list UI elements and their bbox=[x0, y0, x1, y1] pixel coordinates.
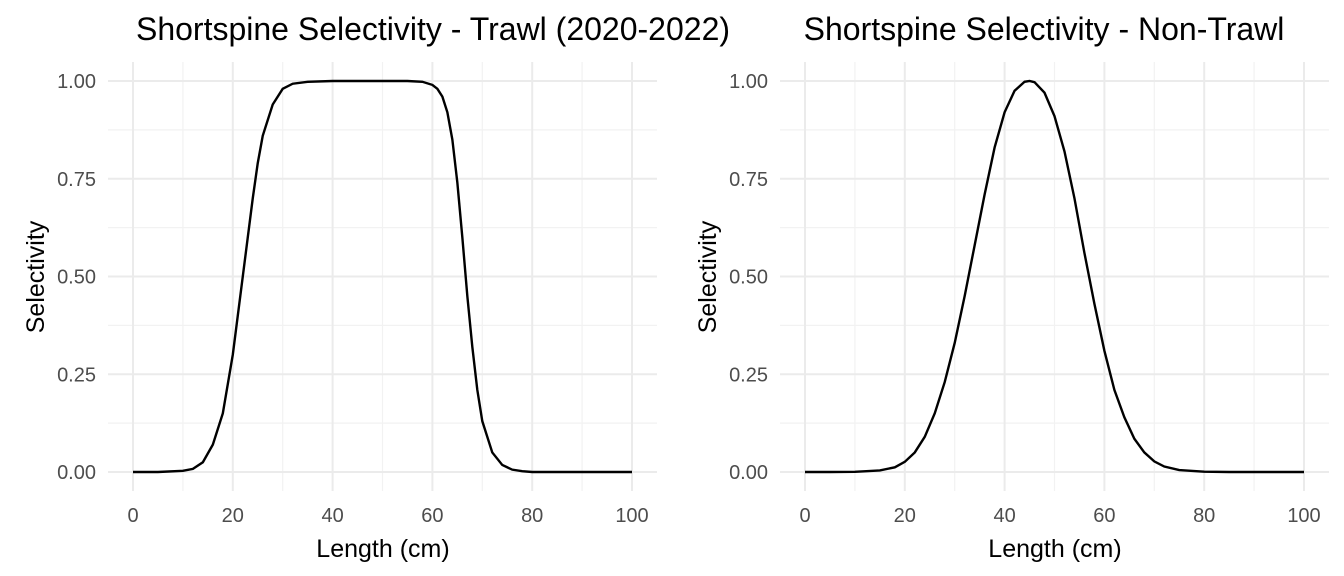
y-tick-label: 0.50 bbox=[57, 267, 96, 289]
x-tick-label: 80 bbox=[1193, 505, 1215, 527]
y-tick-label: 1.00 bbox=[57, 71, 96, 93]
y-axis-label: Selectivity bbox=[22, 220, 50, 333]
y-tick-label: 0.00 bbox=[729, 462, 768, 484]
x-tick-label: 0 bbox=[799, 505, 810, 527]
x-tick-label: 40 bbox=[993, 505, 1015, 527]
series-line-1 bbox=[133, 79, 632, 474]
chart-panel-1: 0 20 40 60 80 100 0.00 0.25 0.50 0.75 1.00 Shortspi… bbox=[22, 11, 730, 563]
x-tick-label: 20 bbox=[222, 505, 244, 527]
x-tick-label: 100 bbox=[615, 505, 648, 527]
y-tick-label: 0.75 bbox=[57, 169, 96, 191]
y-axis-label: Selectivity bbox=[694, 220, 722, 333]
x-tick-label: 80 bbox=[521, 505, 543, 527]
x-axis-label: Length (cm) bbox=[988, 535, 1121, 563]
chart-title: Shortspine Selectivity - Non-Trawl bbox=[804, 11, 1285, 47]
chart-title: Shortspine Selectivity - Trawl (2020-202… bbox=[136, 11, 730, 47]
x-tick-label: 60 bbox=[421, 505, 443, 527]
x-tick-label: 20 bbox=[894, 505, 916, 527]
x-axis-label: Length (cm) bbox=[316, 535, 449, 563]
y-tick-label: 0.00 bbox=[57, 462, 96, 484]
x-tick-label: 60 bbox=[1093, 505, 1115, 527]
y-tick-label: 0.75 bbox=[729, 169, 768, 191]
y-tick-label: 1.00 bbox=[729, 71, 768, 93]
x-tick-label: 40 bbox=[321, 505, 343, 527]
x-tick-label: 100 bbox=[1287, 505, 1320, 527]
chart-panel-2: 0 20 40 60 80 100 0.00 0.25 0.50 0.75 1.00 Shortspi… bbox=[694, 11, 1329, 563]
x-tick-label: 0 bbox=[127, 505, 138, 527]
y-tick-label: 0.25 bbox=[729, 364, 768, 386]
series-line-1 bbox=[805, 79, 1304, 474]
y-tick-label: 0.50 bbox=[729, 267, 768, 289]
y-tick-label: 0.25 bbox=[57, 364, 96, 386]
